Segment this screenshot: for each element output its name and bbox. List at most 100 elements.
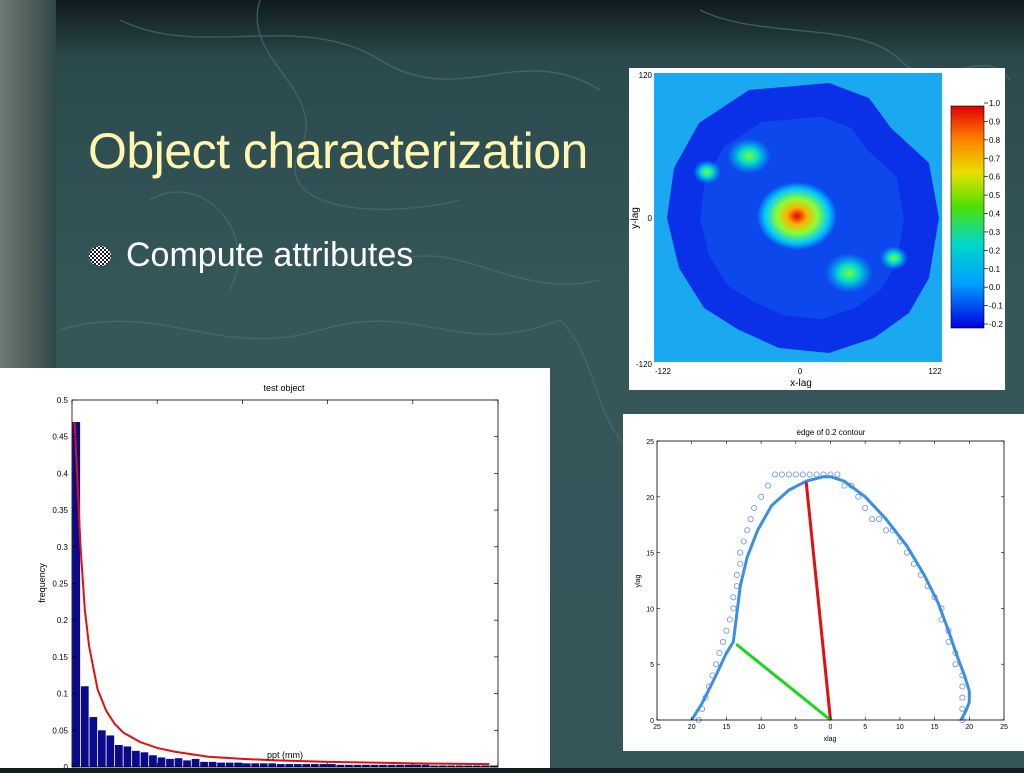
hist-ytick-label: 0.15 [52,653,68,662]
hist-bar [268,763,277,767]
heatmap-ylabel: y-lag [630,207,641,229]
contour-point [719,638,726,645]
hist-axes-box [71,399,499,768]
hist-bar [251,763,260,767]
contour-axes-box [656,440,1005,721]
contour-point [740,538,747,545]
heatmap-ytick-label: 120 [639,71,653,80]
contour-xtick-label: 15 [723,724,731,731]
hist-bar [379,764,387,767]
contour-xtick-label: 10 [896,724,904,731]
heatmap-blob [880,246,908,270]
contour-point [778,471,785,478]
correlation-heatmap: 120 0 -120 -122 0 122 y-lag x-lag 1.0 0.9 0.8 0… [630,71,1003,389]
contour-point [959,694,966,701]
hist-bar [319,764,328,767]
contour-point [952,661,959,668]
histogram-figure: test object 0 0.05 0.1 0.15 0.2 0.25 0.3 0.35 0.… [0,368,550,773]
contour-figure: edge of 0.2 contour 0 5 10 15 20 25 25 20 15 10 5… [623,414,1024,751]
colorbar-tick-label: 0.2 [989,246,1001,255]
hist-bar [259,763,268,767]
hist-bar [183,760,191,767]
heatmap-xtick-label: 122 [928,367,942,376]
heatmap-ytick-label: -120 [636,360,653,369]
hist-bar [421,764,430,767]
colorbar-tick-label: 0.1 [989,265,1001,274]
hist-ytick-label: 0.1 [57,690,69,699]
contour-chart: edge of 0.2 contour 0 5 10 15 20 25 25 20 15 10 5… [635,428,1008,743]
contour-point [744,527,751,534]
hist-bar [115,744,123,767]
contour-xtick-label: 10 [757,724,765,731]
hist-bar [72,422,81,767]
contour-point [869,516,876,523]
contour-xtick-label: 5 [863,724,867,731]
contour-point [862,504,869,511]
contour-point [959,683,966,690]
contour-point [751,504,758,511]
hist-bar [353,764,362,767]
hist-ylabel: frequency [37,563,47,603]
contour-point [730,594,737,601]
hist-bar [149,755,157,767]
hist-bar [217,762,225,767]
hist-bar [293,764,302,767]
colorbar-tick-label: 0.9 [989,117,1001,126]
hist-bar [328,764,336,767]
hist-bar [370,764,379,767]
contour-ytick-label: 10 [646,606,654,613]
contour-title: edge of 0.2 contour [797,428,866,437]
hist-ytick-label: 0.5 [57,396,69,405]
contour-point [730,605,737,612]
hist-xlabel: ppt (mm) [267,750,303,760]
hist-bar [489,765,498,767]
contour-ytick-label: 5 [650,662,654,669]
hist-bar [447,765,455,767]
contour-xtick-label: 15 [931,724,939,731]
hist-bar [362,764,370,767]
hist-bar [404,764,413,767]
hist-ytick-label: 0.25 [52,580,68,589]
hist-bar [310,764,319,767]
slide-title: Object characterization [88,123,588,179]
contour-point [726,616,733,623]
hist-bar [200,761,208,767]
hist-bar [472,765,481,767]
hist-bar [396,764,404,767]
bullet-item: Compute attributes [88,236,413,275]
hist-ytick-label: 0.45 [52,433,68,442]
hist-ytick-label: 0 [64,763,69,768]
contour-point [771,471,778,478]
contour-ylabel: ylag [635,574,642,587]
green-segment [735,642,832,722]
hist-ytick-label: 0.3 [57,543,69,552]
heatmap-blob [693,160,721,184]
colorbar-tick-label: 0.5 [989,191,1001,200]
contour-point [723,627,730,634]
colorbar [950,105,985,329]
contour-point [806,471,813,478]
hist-bar [345,764,353,767]
contour-ytick-label: 20 [646,495,654,502]
colorbar-tick-label: 0.6 [989,173,1001,182]
hist-ytick-label: 0.4 [57,469,69,478]
contour-point [737,549,744,556]
colorbar-tick-label: 0.4 [989,210,1001,219]
contour-ytick-label: 15 [646,551,654,558]
contour-point [876,516,883,523]
hist-bar [438,765,447,767]
hist-bar [208,761,217,767]
hist-bar [285,764,294,767]
correlation-map-figure: 120 0 -120 -122 0 122 y-lag x-lag 1.0 0.9 0.8 0… [629,68,1005,390]
colorbar-tick-label: -0.1 [989,302,1003,311]
colorbar-tick-label: 1.0 [989,99,1001,108]
hist-bar [430,765,438,767]
bullet-text: Compute attributes [126,236,414,274]
contour-point [716,650,723,657]
heatmap-ytick-label: 0 [648,214,653,223]
hist-bar [276,764,285,767]
contour-point [799,471,806,478]
contour-point [813,471,820,478]
heatmap-blob [825,253,873,293]
